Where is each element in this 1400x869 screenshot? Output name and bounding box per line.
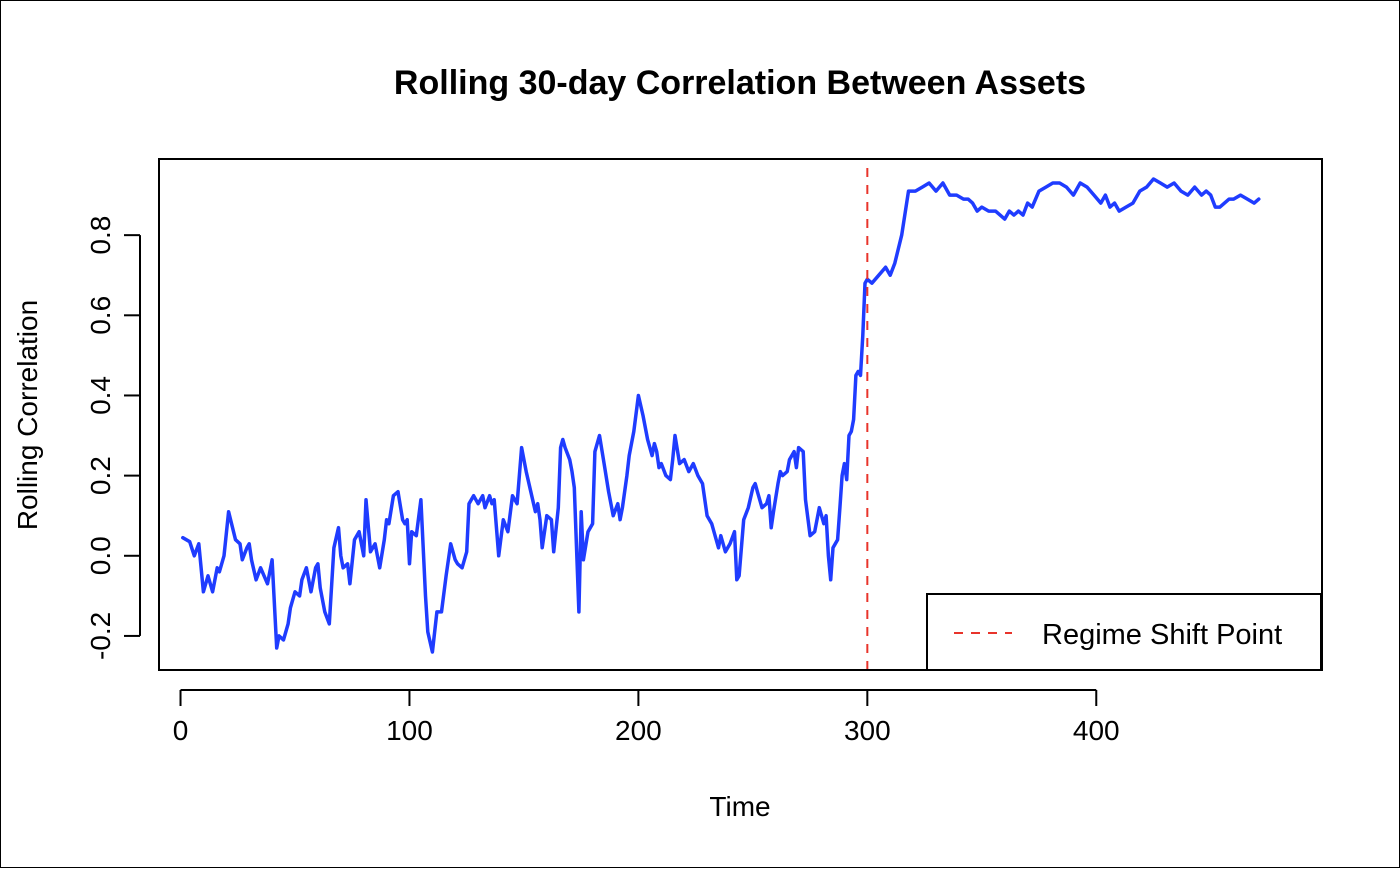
x-tick-label: 100 — [386, 715, 433, 746]
x-tick-label: 300 — [844, 715, 891, 746]
x-tick-label: 400 — [1073, 715, 1120, 746]
y-tick-label: 0.2 — [85, 456, 116, 495]
x-axis-label: Time — [709, 791, 770, 822]
x-tick-label: 200 — [615, 715, 662, 746]
axis-ticks: 0 100 200 300 400 -0.2 0.0 0.2 0.4 0.6 0.8 — [85, 216, 1120, 746]
y-tick-label: 0.0 — [85, 536, 116, 575]
legend: Regime Shift Point — [926, 593, 1322, 671]
plot-area-border — [158, 158, 1323, 671]
y-tick-label: -0.2 — [85, 612, 116, 660]
y-tick-label: 0.6 — [85, 296, 116, 335]
chart-title: Rolling 30-day Correlation Between Asset… — [394, 64, 1086, 102]
correlation-series-line — [181, 177, 1261, 654]
y-tick-label: 0.8 — [85, 216, 116, 255]
legend-label-regime-shift: Regime Shift Point — [1042, 619, 1282, 651]
y-axis-label: Rolling Correlation — [12, 300, 43, 530]
x-tick-label: 0 — [173, 715, 189, 746]
y-tick-label: 0.4 — [85, 376, 116, 415]
